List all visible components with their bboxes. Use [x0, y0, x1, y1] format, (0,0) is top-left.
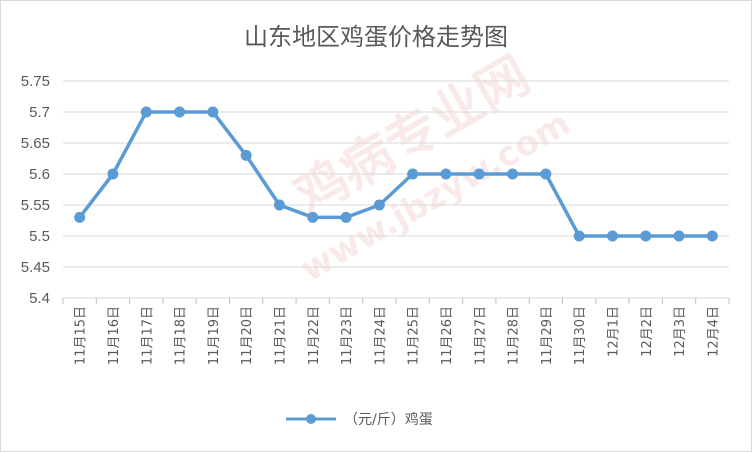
- y-tick-label: 5.75: [21, 73, 50, 90]
- x-tick-label: 11月21日: [273, 306, 288, 365]
- data-point: [573, 230, 585, 242]
- x-tick-label: 11月20日: [240, 306, 255, 365]
- x-tick-label: 11月29日: [540, 306, 555, 365]
- data-point: [174, 106, 186, 118]
- x-tick-label: 11月30日: [573, 306, 588, 365]
- y-tick-label: 5.65: [21, 135, 50, 152]
- x-tick-label: 11月18日: [174, 306, 189, 365]
- legend: （元/斤）鸡蛋: [286, 411, 433, 428]
- y-axis-ticks: 5.4 5.45 5.5 5.55 5.6 5.65 5.7 5.75: [21, 73, 50, 307]
- y-tick-label: 5.55: [21, 197, 50, 214]
- legend-marker: [306, 414, 316, 424]
- x-tick-label: 11月19日: [207, 306, 222, 365]
- series-line: [78, 110, 713, 238]
- x-tick-label: 11月16日: [107, 306, 122, 365]
- data-point: [273, 199, 285, 211]
- legend-entry: （元/斤）鸡蛋: [344, 411, 433, 428]
- data-point: [373, 199, 385, 211]
- chart-title: 山东地区鸡蛋价格走势图: [244, 23, 508, 51]
- grid-lines: [63, 80, 729, 299]
- x-tick-label: 11月22日: [307, 306, 322, 365]
- data-point: [606, 230, 618, 242]
- series-group: [74, 106, 718, 242]
- data-point: [407, 168, 419, 180]
- x-tick-label: 12月2日: [640, 306, 655, 357]
- y-tick-label: 5.4: [29, 290, 50, 307]
- y-tick-label: 5.45: [21, 259, 50, 276]
- data-point: [473, 168, 485, 180]
- data-point: [240, 149, 252, 161]
- data-point: [673, 230, 685, 242]
- data-point: [507, 168, 519, 180]
- x-tick-label: 11月15日: [74, 306, 89, 365]
- data-point: [540, 168, 552, 180]
- y-tick-label: 5.7: [29, 104, 50, 121]
- x-tick-label: 11月28日: [507, 306, 522, 365]
- data-point: [440, 168, 452, 180]
- data-point: [207, 106, 219, 118]
- data-point: [140, 106, 152, 118]
- x-tick-label: 11月17日: [140, 306, 155, 365]
- x-tick-label: 11月27日: [473, 306, 488, 365]
- data-point: [74, 211, 86, 223]
- x-tick-label: 11月25日: [407, 306, 422, 365]
- data-point: [640, 230, 652, 242]
- x-axis: 11月15日 11月16日 11月17日 11月18日 11月19日 11月20日 11月2…: [62, 298, 730, 365]
- x-tick-label: 12月1日: [606, 306, 621, 357]
- data-point: [340, 211, 352, 223]
- x-tick-label: 11月24日: [373, 306, 388, 365]
- x-tick-label: 12月3日: [673, 306, 688, 357]
- data-point: [107, 168, 119, 180]
- x-tick-label: 12月4日: [706, 306, 721, 357]
- y-tick-label: 5.5: [29, 228, 50, 245]
- data-point: [307, 211, 319, 223]
- data-point: [706, 230, 718, 242]
- y-tick-label: 5.6: [29, 166, 50, 183]
- x-tick-label: 11月26日: [440, 306, 455, 365]
- x-tick-label: 11月23日: [340, 306, 355, 365]
